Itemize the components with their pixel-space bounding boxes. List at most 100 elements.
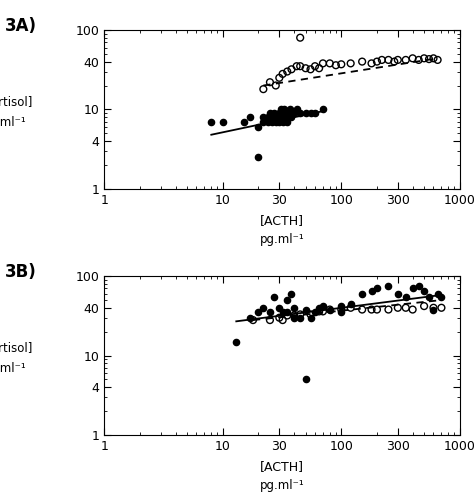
Point xyxy=(208,118,215,126)
Point xyxy=(288,290,295,298)
Point xyxy=(291,304,298,312)
Point xyxy=(420,287,428,295)
Point xyxy=(296,62,304,70)
Point xyxy=(264,118,272,126)
Point xyxy=(438,293,445,301)
Point xyxy=(311,62,319,70)
Point xyxy=(332,61,340,69)
Point xyxy=(425,293,433,301)
Point xyxy=(373,284,381,292)
Point xyxy=(246,113,254,121)
Point xyxy=(326,60,334,68)
Point xyxy=(430,304,438,312)
Point xyxy=(402,56,410,64)
Point xyxy=(264,113,272,121)
Point xyxy=(394,304,401,312)
Point xyxy=(279,316,286,324)
Text: pg.ml⁻¹: pg.ml⁻¹ xyxy=(260,234,304,246)
Text: ng.ml⁻¹: ng.ml⁻¹ xyxy=(0,362,27,375)
Point xyxy=(283,312,291,320)
Point xyxy=(285,109,292,117)
Point xyxy=(291,314,298,322)
Point xyxy=(302,306,310,314)
Point xyxy=(296,109,304,117)
Point xyxy=(296,314,304,322)
Point xyxy=(255,123,262,131)
Point xyxy=(249,316,257,324)
Point xyxy=(246,314,254,322)
Text: [Cortisol]: [Cortisol] xyxy=(0,95,32,108)
Point xyxy=(373,306,381,314)
Point xyxy=(274,113,282,121)
Point xyxy=(438,304,445,312)
Point xyxy=(302,376,310,384)
Point xyxy=(394,290,401,298)
Point xyxy=(275,74,283,82)
Point xyxy=(420,302,428,310)
Text: 3A): 3A) xyxy=(5,18,37,36)
Point xyxy=(430,306,438,314)
Point xyxy=(232,338,240,345)
Point xyxy=(272,118,280,126)
Point xyxy=(240,118,247,126)
Point xyxy=(430,54,438,62)
Text: [ACTH]: [ACTH] xyxy=(260,214,304,227)
Point xyxy=(415,56,422,64)
Point xyxy=(279,118,286,126)
Point xyxy=(319,106,327,114)
Point xyxy=(275,314,283,322)
Point xyxy=(368,287,375,295)
Point xyxy=(268,118,276,126)
Point xyxy=(315,64,323,72)
Point xyxy=(311,308,319,316)
Point xyxy=(266,78,273,86)
Point xyxy=(402,293,410,301)
Point xyxy=(358,290,366,298)
Point xyxy=(260,304,267,312)
Point xyxy=(270,109,278,117)
Point xyxy=(337,308,345,316)
Point xyxy=(347,304,355,312)
Point xyxy=(291,109,298,117)
Point xyxy=(347,300,355,308)
Point xyxy=(277,113,285,121)
Point xyxy=(302,109,310,117)
Point xyxy=(255,153,262,161)
Point xyxy=(275,109,283,117)
Point xyxy=(279,70,286,78)
Point xyxy=(283,308,291,316)
Point xyxy=(219,118,227,126)
Point xyxy=(260,85,267,93)
Point xyxy=(315,304,323,312)
Point xyxy=(281,106,288,114)
Point xyxy=(384,56,392,64)
Point xyxy=(307,310,314,318)
Point xyxy=(409,284,417,292)
Point xyxy=(337,302,345,310)
Point xyxy=(347,60,355,68)
Text: 3B): 3B) xyxy=(5,264,36,281)
Point xyxy=(293,62,301,70)
Point xyxy=(260,113,267,121)
Point xyxy=(326,306,334,314)
Point xyxy=(307,109,314,117)
Point xyxy=(277,106,285,114)
Point xyxy=(337,306,345,314)
Text: ng.ml⁻¹: ng.ml⁻¹ xyxy=(0,116,27,128)
Point xyxy=(409,306,417,314)
Point xyxy=(391,58,398,66)
Point xyxy=(319,302,327,310)
Point xyxy=(255,308,262,316)
Point xyxy=(425,55,433,63)
Point xyxy=(272,113,280,121)
Point xyxy=(319,60,327,68)
Point xyxy=(358,306,366,314)
Point xyxy=(368,306,375,314)
Point xyxy=(266,308,273,316)
Point xyxy=(311,109,319,117)
Point xyxy=(296,310,304,318)
Text: pg.ml⁻¹: pg.ml⁻¹ xyxy=(260,480,304,492)
Point xyxy=(283,296,291,304)
Point xyxy=(279,109,286,117)
Point xyxy=(415,282,422,290)
